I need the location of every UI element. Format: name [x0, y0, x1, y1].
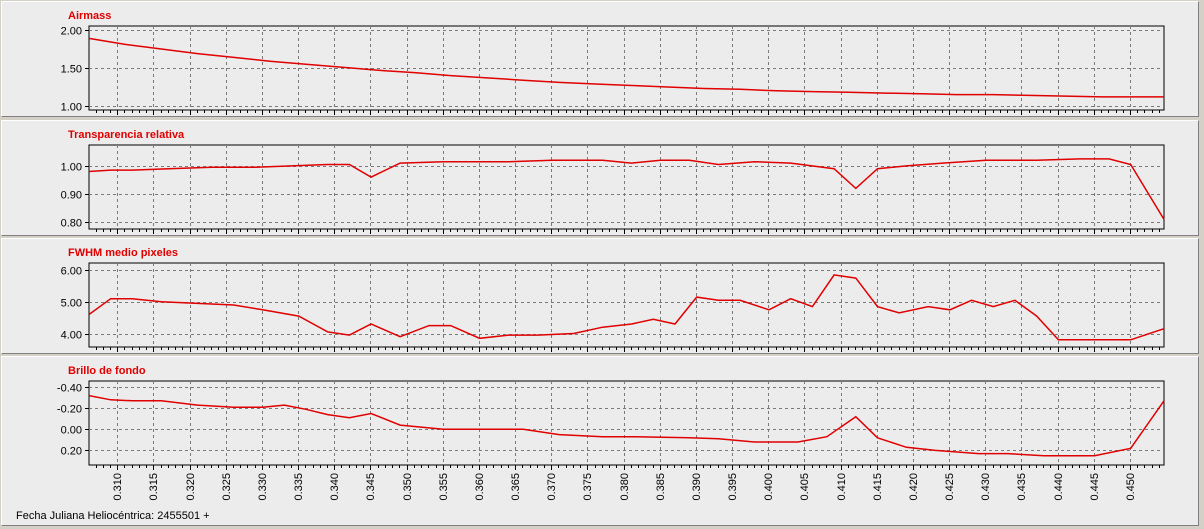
background-brightness-chart: -0.40 -0.20 0.00 0.20 0.310 0.315 0.320 0.325 0.… [57, 380, 1165, 501]
x-axis-caption: Fecha Juliana Heliocéntrica: 2455501 + [16, 510, 210, 522]
x-tick-label: 0.435 [1016, 473, 1028, 501]
x-tick-label: 0.350 [402, 473, 414, 501]
x-tick-label: 0.395 [727, 473, 739, 501]
y-tick-label: 0.80 [61, 218, 82, 230]
x-tick-label: 0.325 [221, 473, 233, 501]
x-tick-label: 0.450 [1125, 473, 1137, 501]
airmass-chart-title: Airmass [68, 10, 112, 22]
x-tick-label: 0.315 [148, 473, 160, 501]
x-tick-label: 0.420 [908, 473, 920, 501]
y-tick-label: 1.00 [61, 162, 82, 174]
x-tick-label: 0.410 [836, 473, 848, 501]
transparency-chart-panel: Transparencia relativa 1.00 0.90 0.80 [1, 120, 1199, 236]
x-tick-label: 0.380 [619, 473, 631, 501]
airmass-chart: 2.00 1.50 1.00 [61, 25, 1165, 115]
x-tick-label: 0.370 [546, 473, 558, 501]
y-tick-label: 0.20 [61, 446, 82, 458]
x-tick-label: 0.345 [365, 473, 377, 501]
x-tick-label: 0.385 [655, 473, 667, 501]
x-tick-label: 0.375 [582, 473, 594, 501]
x-tick-label: 0.400 [763, 473, 775, 501]
y-tick-label: 4.00 [61, 330, 82, 342]
x-tick-label: 0.355 [438, 473, 450, 501]
x-tick-label: 0.335 [293, 473, 305, 501]
x-tick-label: 0.415 [872, 473, 884, 501]
x-tick-label: 0.330 [257, 473, 269, 501]
x-tick-label: 0.430 [980, 473, 992, 501]
x-tick-label: 0.440 [1053, 473, 1065, 501]
x-tick-label: 0.365 [510, 473, 522, 501]
airmass-chart-panel: Airmass 2.00 1.50 1.00 [1, 1, 1199, 117]
y-tick-label: 2.00 [61, 26, 82, 38]
transparency-series-line [88, 158, 1165, 220]
background-brightness-series-line [88, 394, 1165, 457]
y-tick-label: 1.00 [61, 102, 82, 114]
airmass-series-line [88, 37, 1164, 98]
x-tick-label: 0.390 [691, 473, 703, 501]
fwhm-series-line [88, 274, 1165, 341]
x-tick-label: 0.310 [112, 473, 124, 501]
fwhm-chart-panel: FWHM medio pixeles 6.00 5.00 4.00 [1, 238, 1199, 354]
x-tick-label: 0.425 [944, 473, 956, 501]
y-tick-label: -0.20 [57, 404, 82, 416]
y-tick-label: 1.50 [61, 64, 82, 76]
x-tick-label: 0.360 [474, 473, 486, 501]
background-brightness-plot-area [88, 380, 1165, 466]
y-tick-label: 5.00 [61, 298, 82, 310]
background-brightness-chart-panel: Brillo de fondo -0.40 -0.20 0.00 0.20 0.310 0… [1, 356, 1199, 526]
y-tick-label: 0.90 [61, 190, 82, 202]
x-tick-label: 0.320 [185, 473, 197, 501]
x-tick-label: 0.340 [329, 473, 341, 501]
transparency-chart-title: Transparencia relativa [68, 129, 185, 141]
y-tick-label: 0.00 [61, 425, 82, 437]
transparency-plot-area [88, 144, 1165, 230]
transparency-chart: 1.00 0.90 0.80 [61, 144, 1165, 234]
x-tick-label: 0.405 [799, 473, 811, 501]
y-tick-label: -0.40 [57, 383, 82, 395]
fwhm-chart: 6.00 5.00 4.00 [61, 262, 1165, 352]
x-tick-label: 0.445 [1089, 473, 1101, 501]
fwhm-plot-area [88, 262, 1165, 348]
background-brightness-chart-title: Brillo de fondo [68, 365, 146, 377]
fwhm-chart-title: FWHM medio pixeles [68, 247, 179, 259]
y-tick-label: 6.00 [61, 266, 82, 278]
